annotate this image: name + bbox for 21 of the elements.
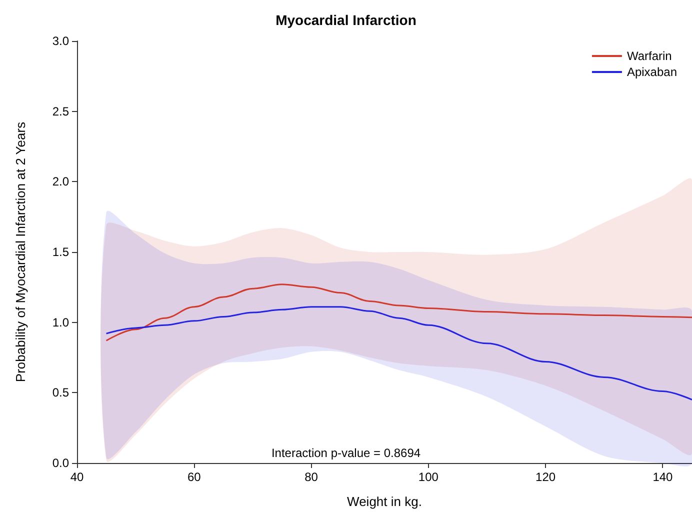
legend-label: Apixaban — [626, 65, 678, 79]
x-axis-title: Weight in kg. — [347, 494, 422, 509]
legend-label: Warfarin — [626, 49, 672, 63]
y-axis-title: Probability of Myocardial Infarction at 2 Years — [13, 121, 28, 382]
y-tick-label: 3.0 — [52, 34, 70, 48]
y-tick-label: 0.0 — [52, 456, 70, 470]
y-tick-label: 2.5 — [52, 104, 70, 118]
line-series — [106, 306, 692, 400]
y-tick-label: 2.0 — [52, 174, 70, 189]
x-tick-label: 120 — [536, 470, 556, 484]
y-tick-label: 1.0 — [52, 315, 70, 330]
x-tick-label: 60 — [187, 470, 202, 484]
chart-title: Myocardial Infarction — [276, 12, 416, 28]
y-tick-label: 0.5 — [52, 386, 70, 400]
x-tick-label: 40 — [70, 470, 84, 484]
y-tick-label: 1.5 — [52, 245, 70, 259]
x-tick-label: 80 — [304, 470, 318, 484]
x-tick-label: 100 — [418, 470, 439, 484]
line-series — [106, 284, 692, 342]
annotation: Interaction p-value = 0.8694 — [271, 446, 421, 460]
x-tick-label: 140 — [652, 470, 674, 484]
